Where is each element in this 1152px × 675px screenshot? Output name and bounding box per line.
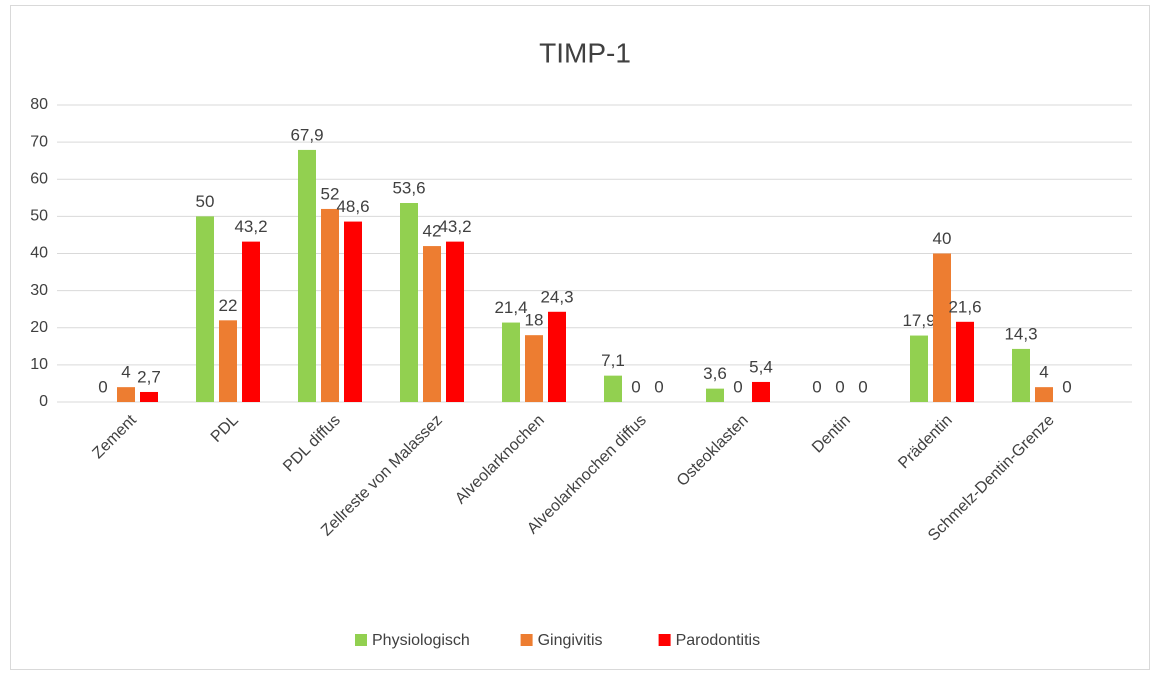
value-label: 42 [423, 222, 442, 241]
bar [525, 335, 543, 402]
value-label: 67,9 [290, 125, 323, 144]
value-label: 0 [631, 377, 640, 396]
legend-swatch [520, 634, 533, 646]
bar [706, 388, 724, 402]
value-label: 4 [121, 363, 130, 382]
y-tick-label: 10 [30, 356, 48, 373]
value-label: 7,1 [601, 351, 625, 370]
value-label: 5,4 [749, 357, 773, 376]
bar [140, 391, 158, 402]
y-tick-label: 0 [39, 393, 48, 410]
y-tick-label: 80 [30, 96, 48, 113]
value-label: 0 [858, 377, 867, 396]
bar [196, 216, 214, 402]
value-label: 0 [733, 377, 742, 396]
bar [446, 241, 464, 402]
bar [956, 321, 974, 402]
bar [502, 322, 520, 402]
bar [321, 208, 339, 402]
bar [752, 381, 770, 402]
value-label: 0 [654, 377, 663, 396]
value-label: 18 [525, 311, 544, 330]
value-label: 43,2 [438, 217, 471, 236]
value-label: 43,2 [234, 217, 267, 236]
value-label: 3,6 [703, 364, 727, 383]
chart-title: TIMP-1 [539, 37, 631, 68]
value-label: 50 [196, 192, 215, 211]
value-label: 24,3 [540, 287, 573, 306]
bar [1012, 348, 1030, 402]
y-tick-label: 40 [30, 245, 48, 262]
value-label: 48,6 [336, 197, 369, 216]
bar [423, 246, 441, 402]
value-label: 4 [1039, 363, 1048, 382]
value-label: 17,9 [902, 311, 935, 330]
value-label: 53,6 [392, 178, 425, 197]
y-tick-label: 50 [30, 208, 48, 225]
bar [219, 320, 237, 402]
bar [344, 221, 362, 402]
value-label: 52 [321, 184, 340, 203]
value-label: 2,7 [137, 367, 161, 386]
value-label: 14,3 [1004, 324, 1037, 343]
value-label: 40 [933, 229, 952, 248]
y-tick-label: 20 [30, 319, 48, 336]
bar [933, 253, 951, 402]
legend-swatch [355, 634, 367, 646]
legend-swatch [658, 634, 671, 646]
bar [298, 149, 316, 402]
legend-label: Parodontitis [676, 632, 761, 649]
y-tick-label: 60 [30, 170, 48, 187]
bar [548, 311, 566, 402]
bar [400, 203, 418, 402]
legend-label: Physiologisch [372, 632, 470, 649]
value-label: 0 [98, 377, 107, 396]
y-tick-label: 30 [30, 282, 48, 299]
value-label: 0 [812, 377, 821, 396]
value-label: 21,6 [948, 297, 981, 316]
bar [1035, 387, 1053, 402]
value-label: 21,4 [494, 298, 527, 317]
y-tick-label: 70 [30, 133, 48, 150]
value-label: 22 [219, 296, 238, 315]
bar [117, 387, 135, 402]
bar [242, 241, 260, 402]
value-label: 0 [1062, 377, 1071, 396]
bar [604, 375, 622, 402]
value-label: 0 [835, 377, 844, 396]
legend-label: Gingivitis [538, 632, 603, 649]
bar [910, 335, 928, 402]
